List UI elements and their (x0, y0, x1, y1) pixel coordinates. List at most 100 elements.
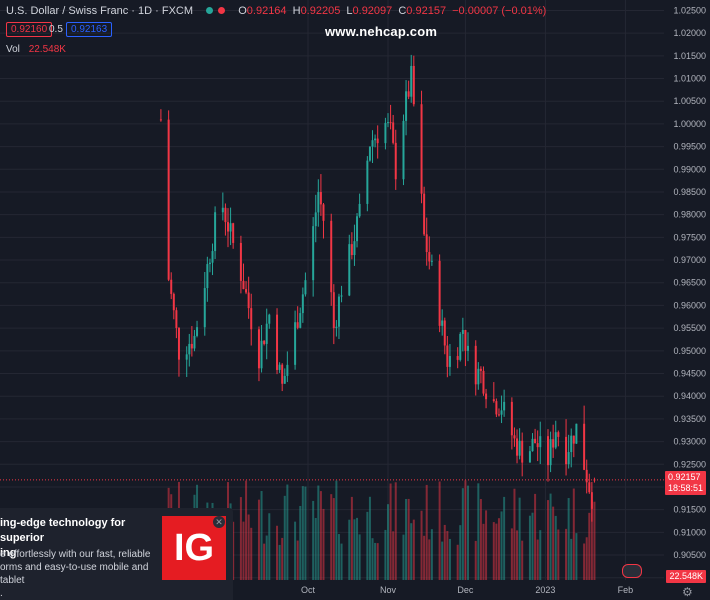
y-tick-label: 1.02500 (673, 5, 706, 15)
candle-body (208, 262, 211, 265)
volume-legend: Vol 22.548K (6, 44, 66, 55)
volume-bar (245, 480, 248, 580)
volume-bar (247, 514, 250, 580)
volume-bar (423, 535, 426, 580)
candle-body (448, 356, 451, 367)
candle-body (477, 368, 480, 385)
volume-bar (565, 528, 568, 580)
candle-body (407, 91, 410, 97)
volume-bar (265, 535, 268, 580)
candle-body (588, 482, 591, 493)
chart-legend: U.S. Dollar / Swiss Franc · 1D · FXCM O0… (6, 5, 549, 17)
candle-body (565, 436, 568, 465)
candle-body (503, 401, 506, 411)
sell-price-button[interactable]: 0.92160 (6, 22, 53, 37)
candle-body (283, 375, 286, 384)
last-price-tag: 0.92157 18:58:51 (664, 471, 706, 495)
candle-body (521, 440, 524, 463)
buy-price-button[interactable]: 0.92163 (66, 22, 113, 37)
volume-bar (387, 504, 389, 580)
volume-bar (340, 543, 343, 580)
y-tick-label: 0.98500 (673, 187, 706, 197)
candle-body (356, 216, 359, 242)
candle-body (167, 119, 170, 280)
volume-bar (239, 497, 242, 580)
volume-bar (430, 529, 433, 580)
candle-body (420, 104, 423, 194)
candle-body (335, 326, 338, 329)
candle-body (350, 244, 353, 256)
x-tick-label: Feb (618, 585, 634, 595)
y-tick-label: 0.95000 (673, 346, 706, 356)
candle-body (332, 292, 335, 329)
candle-body (366, 160, 369, 204)
y-tick-label: 0.91500 (673, 505, 706, 515)
candle-body (232, 223, 235, 243)
candle-body (441, 320, 444, 326)
volume-bar (588, 512, 591, 580)
candle-body (547, 436, 549, 466)
candle-body (304, 280, 307, 295)
volume-bar (412, 519, 415, 580)
candle-body (322, 204, 325, 221)
volume-bar (322, 508, 325, 580)
y-tick-label: 0.91000 (673, 527, 706, 537)
volume-bar (332, 498, 335, 580)
volume-bar (477, 483, 480, 580)
volume-bar (394, 482, 397, 580)
volume-bar (276, 525, 279, 580)
open-value: 0.92164 (246, 5, 287, 17)
candle-body (482, 370, 485, 394)
candle-body (539, 436, 542, 448)
candle-body (585, 469, 588, 483)
low-label: L (346, 5, 353, 17)
candle-body (224, 207, 227, 223)
volume-bar (510, 528, 513, 580)
volume-bar (536, 539, 539, 580)
volume-bar (428, 539, 431, 580)
volume-bar (374, 542, 377, 580)
open-label: O (238, 5, 247, 17)
ad-banner[interactable]: ing-edge technology for superior ing e e… (0, 508, 233, 600)
candle-body (265, 323, 268, 344)
ohlc-values: O0.92164 H0.92205 L0.92097 C0.92157 −0.0… (238, 5, 549, 17)
candle-body (572, 435, 575, 444)
candle-body (443, 320, 446, 346)
volume-bar (356, 517, 359, 580)
volume-bar (479, 499, 482, 580)
candle-body (394, 142, 397, 180)
volume-bar (518, 497, 521, 580)
candle-body (319, 192, 322, 205)
volume-bar (583, 543, 586, 580)
volume-bar (443, 524, 446, 580)
volume-bar (319, 491, 322, 580)
candle-body (286, 364, 289, 376)
volume-value: 22.548K (28, 44, 66, 55)
candle-body (428, 252, 431, 262)
volume-bar (495, 523, 498, 580)
volume-bar (552, 506, 555, 580)
gear-icon[interactable]: ⚙ (682, 585, 693, 599)
volume-bar (384, 529, 387, 580)
candle-body (590, 492, 593, 509)
candle-body (206, 264, 209, 289)
close-icon[interactable]: ✕ (213, 516, 225, 528)
candle-body (188, 343, 191, 355)
volume-bar (348, 519, 351, 580)
volume-bar (301, 486, 304, 580)
us-flag-icon[interactable] (622, 564, 642, 578)
high-label: H (292, 5, 301, 17)
volume-bar (534, 493, 537, 580)
volume-bar (350, 496, 353, 580)
change-value: −0.00007 (−0.01%) (452, 5, 547, 17)
volume-bar (497, 518, 500, 580)
candle-body (549, 439, 552, 466)
volume-bar (268, 513, 271, 580)
volume-bar (283, 495, 286, 580)
volume-bar (402, 534, 405, 580)
symbol-title[interactable]: U.S. Dollar / Swiss Franc · 1D · FXCM (6, 5, 194, 17)
candle-body (389, 122, 392, 124)
candle-body (497, 414, 500, 416)
candle-body (276, 314, 279, 370)
